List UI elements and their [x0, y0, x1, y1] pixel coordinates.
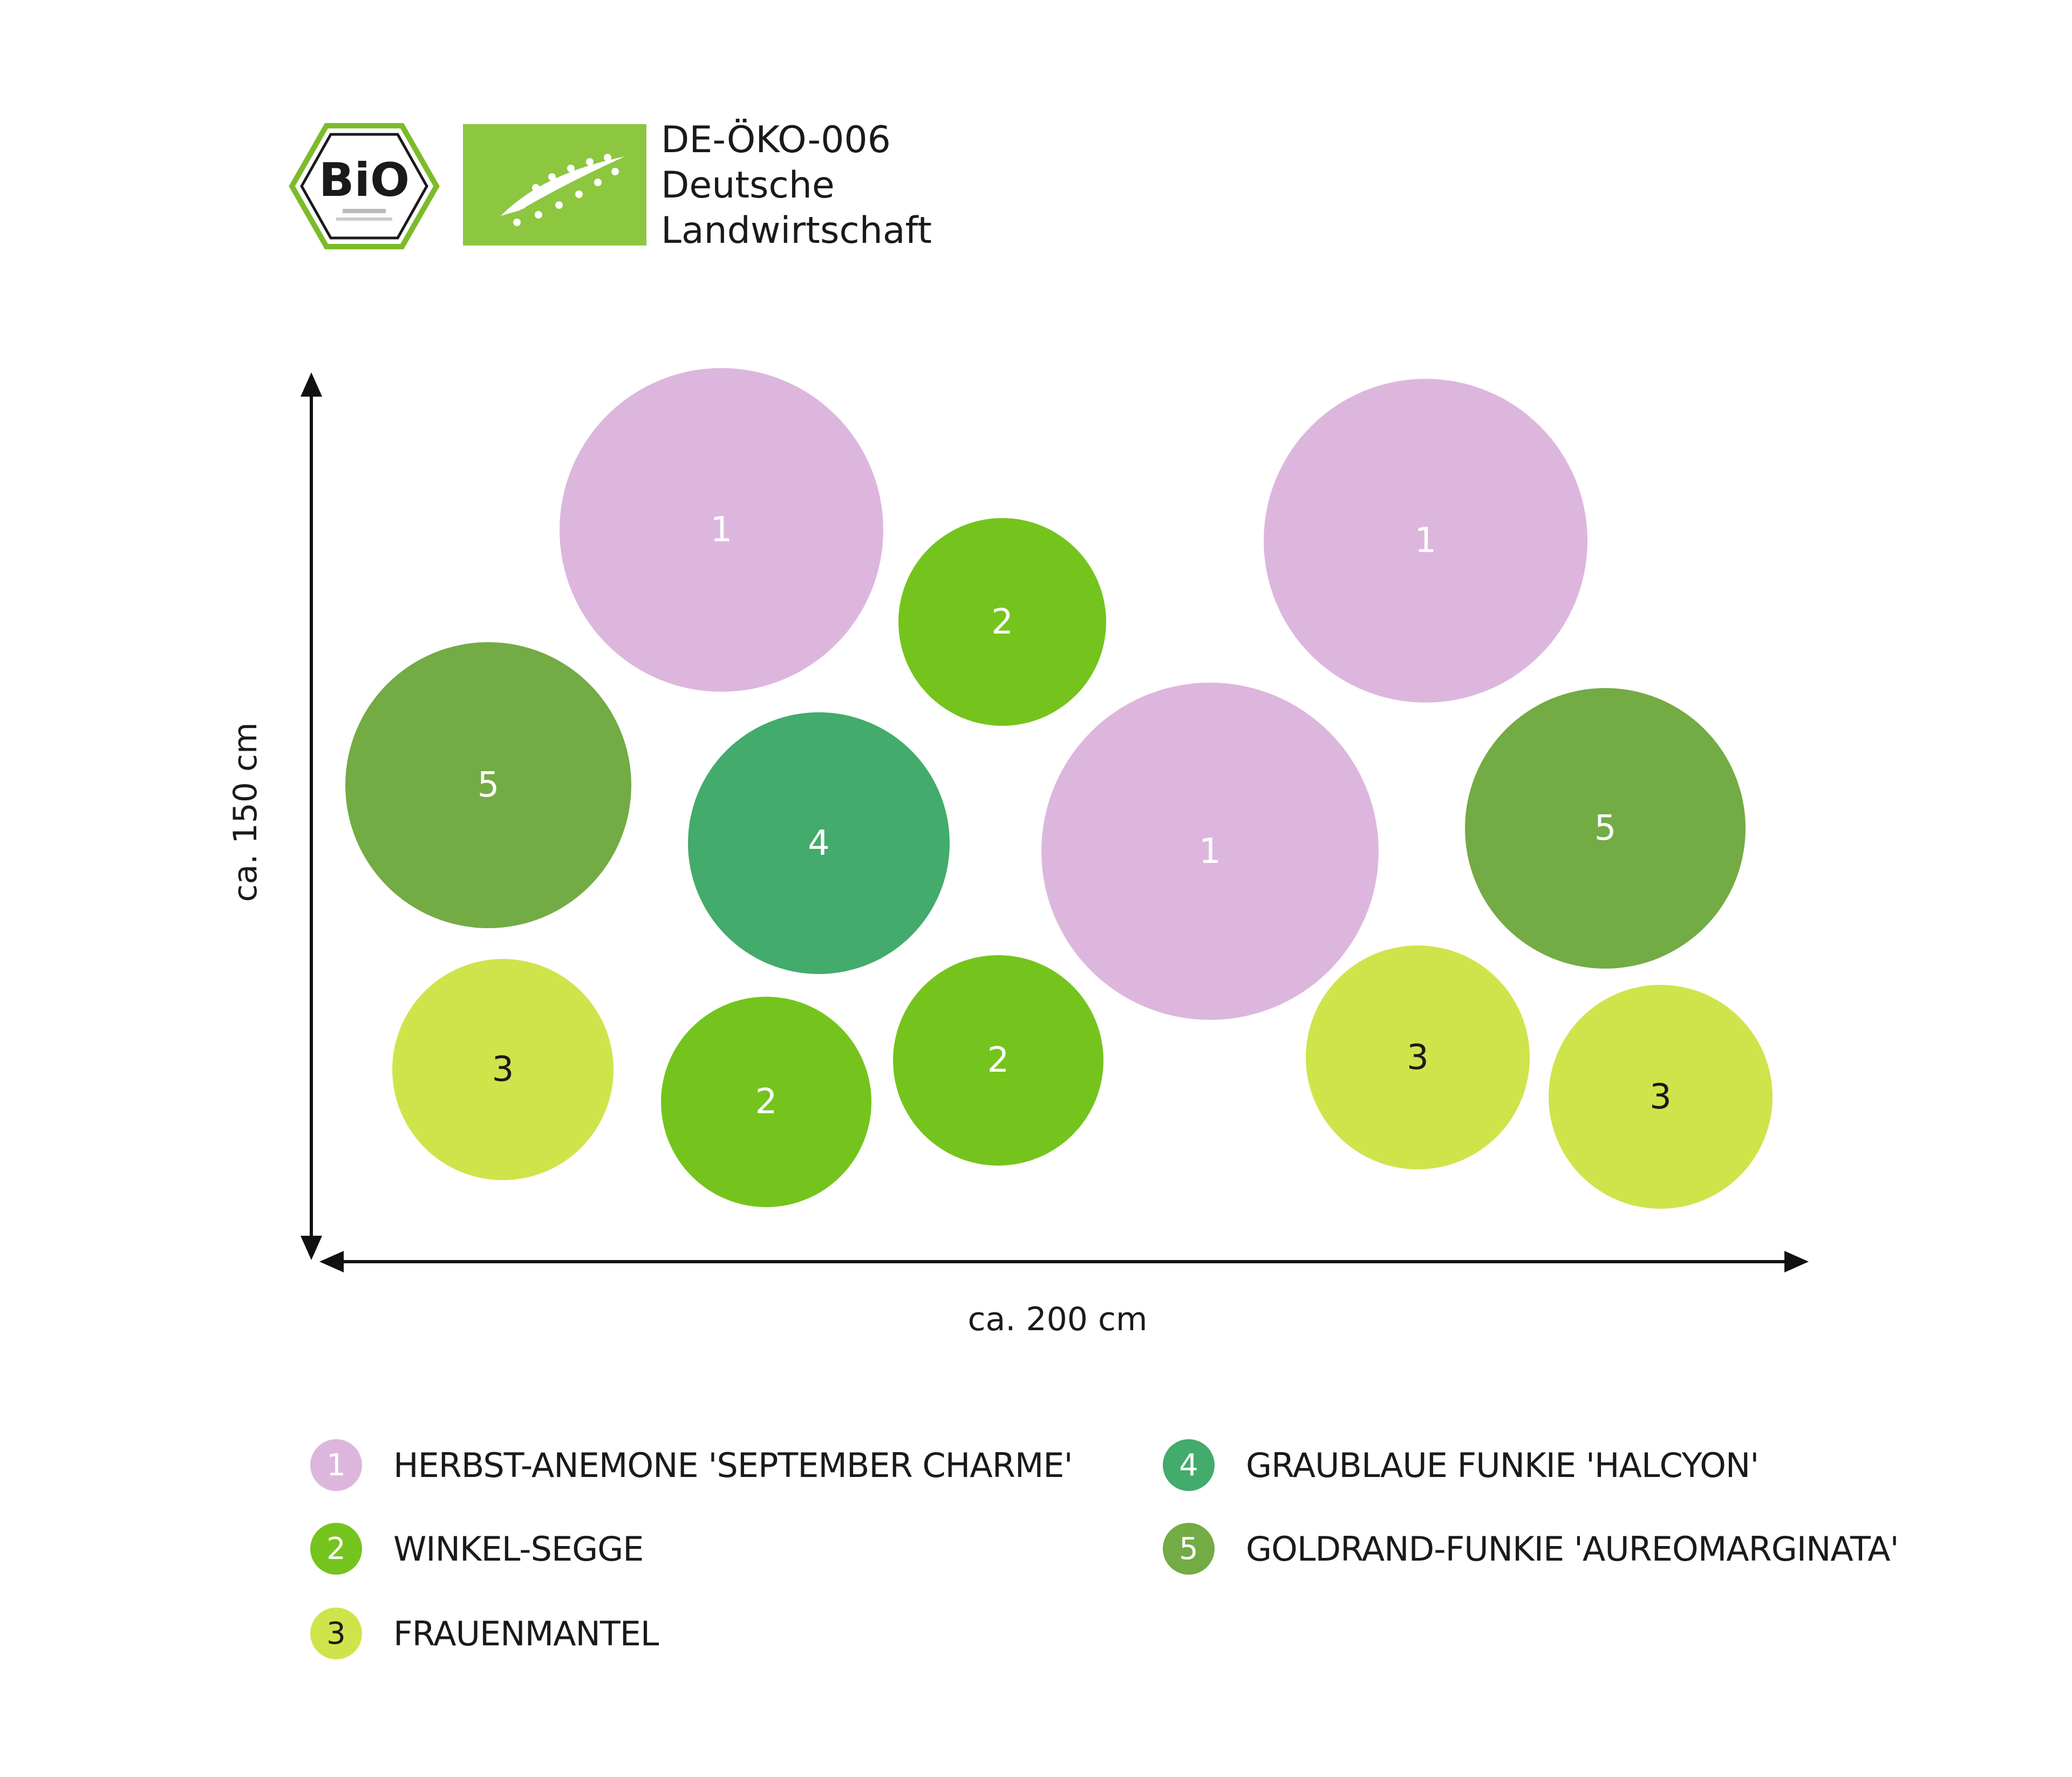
legend-label: FRAUENMANTEL: [393, 1613, 659, 1653]
legend-marker: 5: [1163, 1523, 1215, 1575]
plant-circle: 5: [1465, 688, 1746, 969]
plant-circle-number: 2: [991, 602, 1013, 642]
legend-marker-number: 3: [326, 1616, 346, 1651]
plant-circle-number: 1: [1199, 831, 1221, 872]
plant-circle-number: 3: [1407, 1037, 1429, 1078]
legend-label: WINKEL-SEGGE: [393, 1529, 644, 1569]
plant-circle-number: 5: [1594, 808, 1617, 848]
plant-circle-number: 3: [1650, 1077, 1672, 1117]
certification-header: BiO DE-ÖKO-006 Deutsche Landwirtschaft: [0, 0, 2072, 281]
plant-circle-number: 1: [1414, 521, 1437, 561]
legend-marker-number: 4: [1179, 1447, 1198, 1483]
legend-marker: 4: [1163, 1439, 1215, 1491]
legend-marker: 2: [310, 1523, 362, 1575]
plant-circle: 3: [1306, 945, 1530, 1169]
plant-circle: 1: [1264, 379, 1587, 703]
legend-item: 1 HERBST-ANEMONE 'SEPTEMBER CHARME': [310, 1435, 1073, 1495]
plant-circle: 5: [345, 642, 631, 928]
plant-circle: 1: [560, 368, 883, 692]
height-arrow-top-head: [301, 372, 322, 397]
dimension-arrows: [301, 372, 1809, 1272]
bio-seal-logo: BiO: [289, 123, 440, 249]
certification-text: DE-ÖKO-006 Deutsche Landwirtschaft: [661, 118, 932, 254]
height-dimension-label: ca. 150 cm: [227, 722, 264, 902]
legend-marker-number: 2: [326, 1531, 346, 1567]
plant-circle-number: 2: [755, 1082, 778, 1122]
plant-legend: 1 HERBST-ANEMONE 'SEPTEMBER CHARME' 2 WI…: [0, 1435, 2072, 1738]
plant-circle: 4: [688, 712, 950, 974]
legend-item: 5 GOLDRAND-FUNKIE 'AUREOMARGINATA': [1163, 1519, 1899, 1578]
width-arrow-left-head: [319, 1251, 344, 1272]
plant-circle: 3: [392, 959, 614, 1180]
legend-label: GOLDRAND-FUNKIE 'AUREOMARGINATA': [1246, 1529, 1899, 1569]
legend-label: HERBST-ANEMONE 'SEPTEMBER CHARME': [393, 1445, 1073, 1485]
plant-circle-number: 2: [987, 1040, 1010, 1080]
plant-circle: 1: [1041, 683, 1379, 1020]
legend-item: 2 WINKEL-SEGGE: [310, 1519, 644, 1578]
bio-seal-text: BiO: [319, 153, 410, 207]
plant-circle: 2: [661, 997, 871, 1207]
plant-circle: 2: [898, 518, 1106, 726]
plant-circle-number: 5: [477, 765, 500, 805]
plant-circle: 2: [893, 955, 1103, 1166]
certification-origin-line2: Landwirtschaft: [661, 209, 932, 252]
width-arrow-right-head: [1784, 1251, 1809, 1272]
legend-marker: 3: [310, 1608, 362, 1659]
plant-circle-number: 1: [710, 510, 733, 550]
legend-marker: 1: [310, 1439, 362, 1491]
legend-marker-number: 1: [326, 1447, 346, 1483]
plant-circle: 3: [1549, 985, 1773, 1209]
plant-circle-number: 3: [492, 1050, 514, 1090]
certification-code: DE-ÖKO-006: [661, 119, 891, 161]
plant-circle-number: 4: [808, 823, 830, 863]
certification-origin-line1: Deutsche: [661, 164, 835, 207]
planting-plan: 1 2 1 5 4 1 5 3 2 2 3 3 ca. 150 cm ca. 2…: [227, 368, 1809, 1338]
legend-marker-number: 5: [1179, 1531, 1198, 1567]
height-arrow-bottom-head: [301, 1236, 322, 1260]
legend-item: 3 FRAUENMANTEL: [310, 1604, 659, 1663]
width-dimension-label: ca. 200 cm: [967, 1301, 1148, 1338]
legend-label: GRAUBLAUE FUNKIE 'HALCYON': [1246, 1445, 1759, 1485]
eu-organic-leaf-logo: [463, 124, 646, 246]
legend-item: 4 GRAUBLAUE FUNKIE 'HALCYON': [1163, 1435, 1759, 1495]
